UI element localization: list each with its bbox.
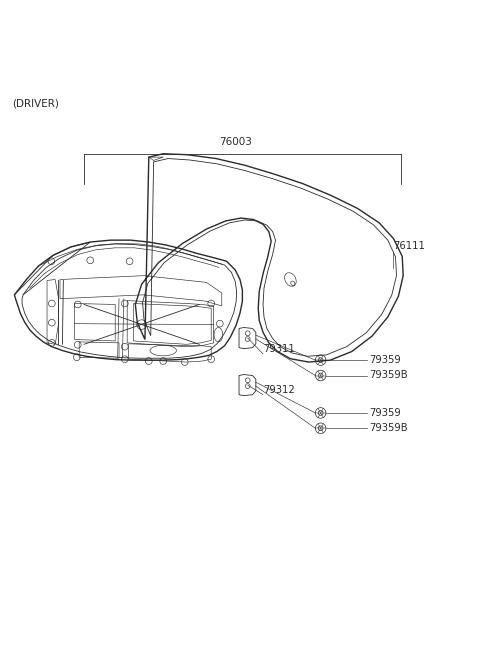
Text: 79359: 79359: [370, 408, 401, 418]
Text: 76111: 76111: [394, 241, 425, 251]
Text: 79359B: 79359B: [370, 371, 408, 381]
Text: 79359B: 79359B: [370, 423, 408, 434]
Text: 76003: 76003: [219, 136, 252, 147]
Text: 79312: 79312: [263, 384, 295, 395]
Text: 79359: 79359: [370, 355, 401, 365]
Text: (DRIVER): (DRIVER): [12, 98, 59, 108]
Text: 79311: 79311: [263, 344, 295, 354]
